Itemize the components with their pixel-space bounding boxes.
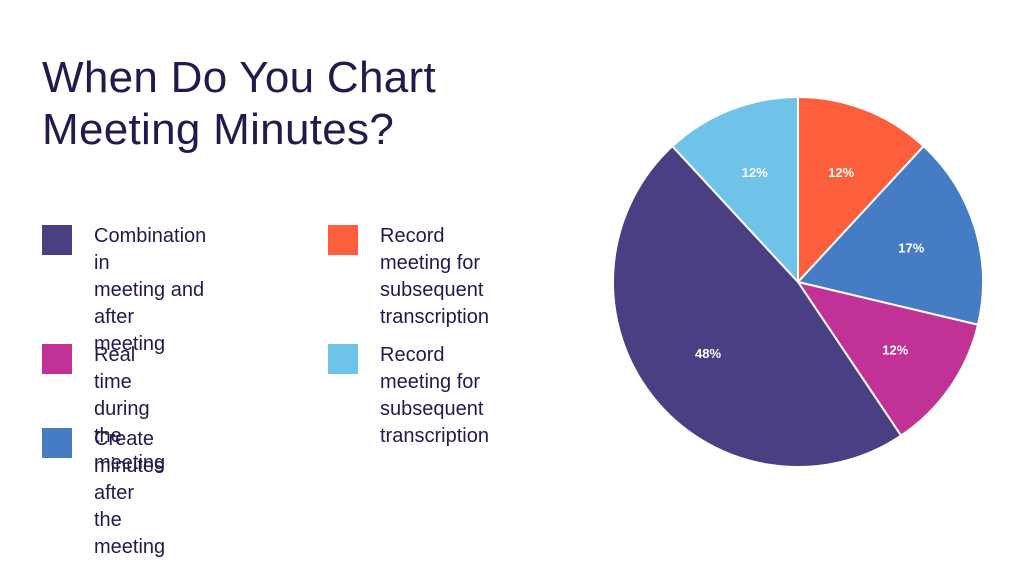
legend-label: Real time during the meeting xyxy=(94,344,166,474)
pie-label-2: 12% xyxy=(882,342,908,357)
legend-swatch xyxy=(328,344,358,374)
legend-label: Record meeting for subsequent transcriptio… xyxy=(380,225,489,328)
pie-slice-4 xyxy=(670,95,799,285)
chart-title: When Do You Chart Meeting Minutes? xyxy=(42,53,437,154)
pie-slice-0 xyxy=(797,95,926,285)
legend-swatch xyxy=(42,225,72,255)
pie-label-0: 12% xyxy=(828,165,854,180)
pie-label-4: 12% xyxy=(742,165,768,180)
legend-swatch xyxy=(42,428,72,458)
pie-label-1: 17% xyxy=(898,241,924,256)
pie-label-3: 48% xyxy=(695,346,721,361)
pie-chart: 12% 17% 12% 48% 12% xyxy=(612,95,984,468)
pie-slice-1 xyxy=(796,144,984,326)
pie-slice-2 xyxy=(795,280,980,438)
pie-slice-3 xyxy=(612,144,903,468)
legend-swatch xyxy=(42,344,72,374)
legend-label: Record meeting for subsequent transcriptio… xyxy=(380,344,489,447)
legend-swatch xyxy=(328,225,358,255)
legend-label: Combination in meeting and after meeting xyxy=(94,225,207,355)
